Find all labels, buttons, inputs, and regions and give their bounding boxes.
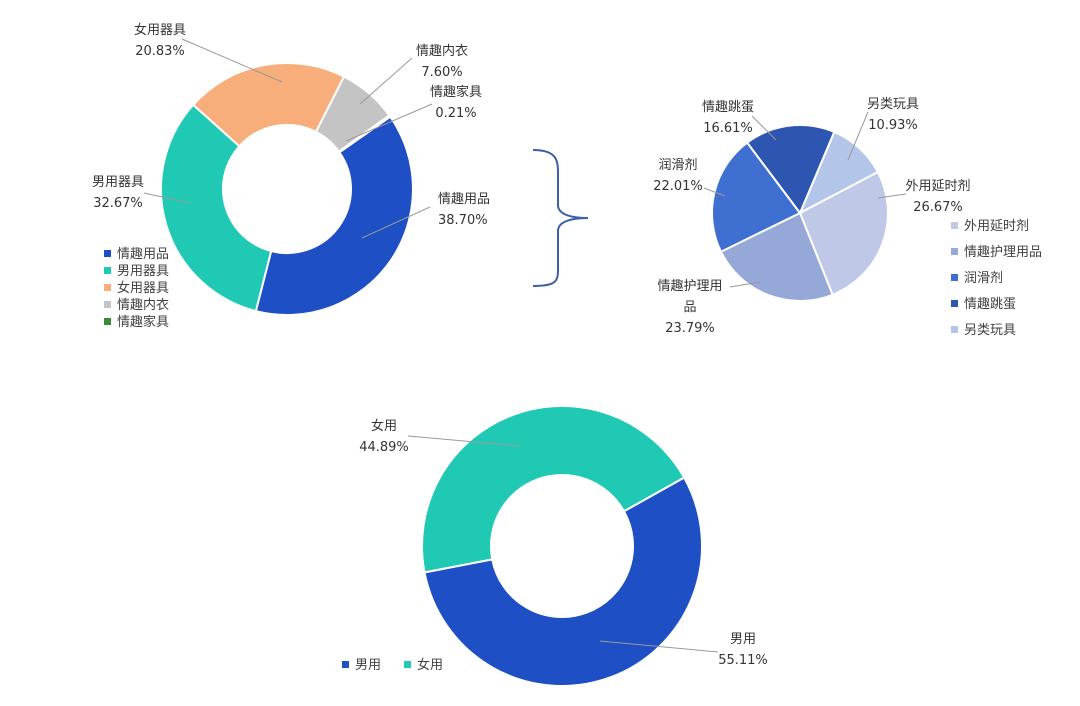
slice-label: 女用器具 — [134, 22, 186, 38]
slice-情趣护理用品 — [719, 211, 834, 302]
leader-line — [847, 111, 869, 161]
legend-swatch — [951, 326, 958, 333]
slice-label: 38.70% — [438, 213, 488, 228]
leader-line — [703, 187, 726, 197]
leader-line — [729, 281, 761, 288]
slice-label: 55.11% — [718, 653, 768, 668]
slice-label: 女用 — [371, 418, 397, 434]
slice-label: 情趣家具 — [430, 84, 482, 100]
slice-女用器具 — [191, 62, 346, 148]
slice-label: 情趣用品 — [438, 192, 490, 207]
slice-label: 16.61% — [703, 121, 753, 136]
legend-swatch — [104, 318, 111, 325]
leader-line — [181, 38, 283, 83]
leader-line — [359, 57, 413, 105]
slice-情趣用品 — [254, 115, 414, 316]
legend-swatch — [951, 300, 958, 307]
slice-label: 另类玩具 — [867, 97, 919, 112]
slice-label: 26.67% — [913, 200, 963, 215]
legend-swatch — [951, 222, 958, 229]
legend-swatch — [342, 661, 349, 668]
slice-label: 7.60% — [421, 65, 462, 80]
legend-item: 情趣家具 — [117, 314, 169, 330]
grouping-brace — [532, 149, 589, 287]
legend-item: 女用器具 — [117, 280, 169, 296]
slice-label: 润滑剂 — [658, 158, 697, 173]
legend-item: 另类玩具 — [964, 323, 1016, 338]
legend-item: 外用延时剂 — [964, 219, 1029, 234]
leader-line — [407, 435, 521, 447]
slice-男用 — [423, 476, 703, 687]
leader-line — [143, 192, 191, 204]
slice-情趣家具 — [337, 113, 392, 154]
slice-label: 44.89% — [359, 440, 409, 455]
slice-label: 外用延时剂 — [905, 179, 970, 194]
legend-swatch — [104, 284, 111, 291]
leader-line — [361, 206, 431, 239]
leader-line — [345, 103, 433, 142]
slice-男用器具 — [160, 103, 273, 313]
slice-外用延时剂 — [798, 170, 889, 297]
slice-label: 10.93% — [868, 118, 918, 133]
legend-swatch — [104, 250, 111, 257]
slice-label: 情趣内衣 — [416, 43, 468, 59]
slice-label: 情趣跳蛋 — [702, 100, 754, 115]
leader-line — [877, 193, 907, 199]
pie-chart-subcategory: 另类玩具10.93%外用延时剂26.67%情趣护理用品23.79%润滑剂22.0… — [653, 97, 1042, 338]
legend-swatch — [104, 301, 111, 308]
donut-chart-category: 情趣用品 38.70% 男用器具 32.67% 女用器具 20.83% 情趣内衣 7.60% 情… — [92, 22, 490, 330]
legend-swatch — [951, 248, 958, 255]
legend-swatch — [104, 267, 111, 274]
slice-label: 男用 — [730, 632, 756, 647]
leader-line — [599, 640, 719, 653]
legend-item: 情趣护理用品 — [964, 245, 1042, 260]
slice-label: 20.83% — [135, 44, 185, 59]
legend-swatch — [404, 661, 411, 668]
legend-item: 女用 — [417, 657, 443, 673]
legend-item: 情趣跳蛋 — [964, 297, 1016, 312]
legend-item: 男用器具 — [117, 264, 169, 279]
slice-label: 32.67% — [93, 196, 143, 211]
slice-label: 22.01% — [653, 179, 703, 194]
legend-item: 男用 — [355, 658, 381, 673]
slice-情趣跳蛋 — [745, 124, 836, 215]
legend-swatch — [951, 274, 958, 281]
slice-label: 品 — [683, 300, 696, 315]
legend-item: 情趣内衣 — [117, 297, 169, 313]
legend-item: 润滑剂 — [964, 271, 1003, 286]
slice-label: 男用器具 — [92, 175, 144, 190]
slice-label: 23.79% — [665, 321, 715, 336]
slice-女用 — [421, 405, 686, 574]
leader-line — [751, 115, 777, 141]
slice-label: 0.21% — [435, 106, 476, 121]
slice-label: 情趣护理用 — [657, 279, 722, 294]
legend-item: 情趣用品 — [117, 247, 169, 262]
